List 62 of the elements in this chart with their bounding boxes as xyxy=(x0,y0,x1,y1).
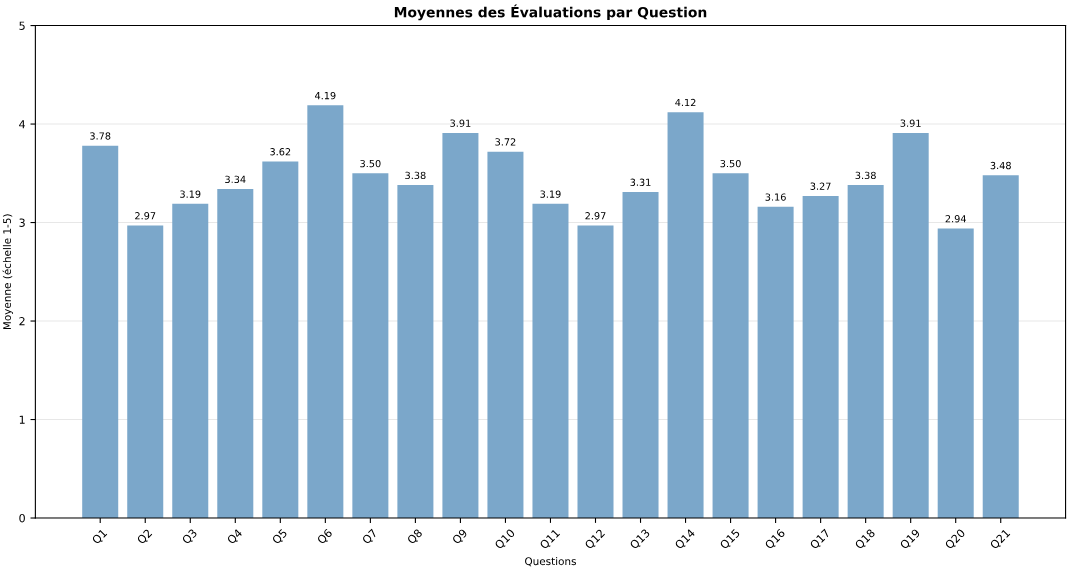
x-tick-label: Q7 xyxy=(361,528,379,546)
x-tick-label: Q9 xyxy=(451,528,469,546)
data-label: 3.19 xyxy=(540,190,561,198)
x-tick-label: Q5 xyxy=(271,528,289,546)
bar xyxy=(307,105,344,519)
bar xyxy=(757,206,794,519)
x-tick-label: Q21 xyxy=(989,528,1012,551)
bar xyxy=(802,195,839,519)
data-label: 3.50 xyxy=(360,159,381,168)
bar xyxy=(127,225,164,519)
bar xyxy=(892,132,929,519)
bar xyxy=(487,151,524,519)
bar xyxy=(172,203,209,519)
chart-title: Moyennes des Évaluations par Question xyxy=(394,4,707,21)
bar xyxy=(262,161,299,519)
bar xyxy=(442,132,479,519)
x-tick-label: Q8 xyxy=(406,528,424,546)
data-label: 2.97 xyxy=(585,212,606,220)
bar xyxy=(532,203,569,519)
data-label: 2.97 xyxy=(135,212,156,220)
bar xyxy=(667,112,704,519)
data-label: 2.94 xyxy=(945,215,966,223)
data-label: 3.48 xyxy=(990,161,1011,170)
bar xyxy=(577,225,614,519)
data-label: 3.50 xyxy=(720,159,741,168)
data-label: 4.12 xyxy=(675,98,696,107)
bar xyxy=(352,173,389,519)
x-tick-label: Q1 xyxy=(91,528,109,546)
bar xyxy=(982,175,1019,519)
y-axis-title: Moyenne (échelle 1-5) xyxy=(2,214,14,330)
y-tick-label: 4 xyxy=(19,120,26,129)
data-label: 3.27 xyxy=(810,182,831,190)
data-label: 3.31 xyxy=(630,178,651,186)
y-tick-label: 1 xyxy=(19,415,25,424)
bar xyxy=(937,228,974,519)
bar xyxy=(622,192,659,519)
x-axis-title: Questions xyxy=(525,557,576,567)
data-label: 3.91 xyxy=(900,119,921,127)
y-tick-label: 3 xyxy=(19,218,25,227)
data-label: 3.62 xyxy=(270,148,291,156)
data-label: 3.16 xyxy=(765,193,786,201)
data-label: 4.19 xyxy=(314,91,336,100)
y-tick-label: 5 xyxy=(19,21,25,30)
x-tick-label: Q6 xyxy=(316,528,334,546)
x-tick-label: Q2 xyxy=(136,528,154,546)
data-label: 3.72 xyxy=(495,138,516,146)
x-tick-label: Q11 xyxy=(539,528,562,551)
x-tick-label: Q4 xyxy=(226,528,244,546)
y-tick-label: 0 xyxy=(19,513,25,523)
bar xyxy=(217,189,254,519)
bar xyxy=(397,185,434,519)
data-label: 3.91 xyxy=(450,119,471,127)
data-label: 3.78 xyxy=(90,132,111,140)
data-label: 3.38 xyxy=(405,171,426,180)
bar xyxy=(847,185,884,519)
data-label: 3.19 xyxy=(180,190,201,198)
x-tick-label: Q3 xyxy=(181,528,199,546)
y-tick-label: 2 xyxy=(19,317,25,326)
bar xyxy=(712,173,749,519)
bar xyxy=(82,145,119,519)
data-label: 3.34 xyxy=(225,175,246,184)
data-label: 3.38 xyxy=(855,171,876,180)
